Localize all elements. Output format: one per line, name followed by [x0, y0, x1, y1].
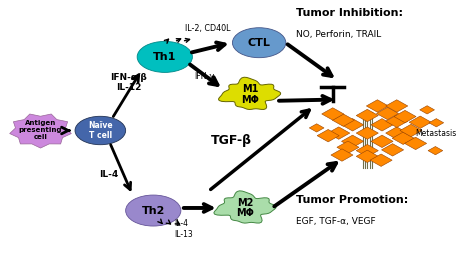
Text: NO, Perforin, TRAIL: NO, Perforin, TRAIL: [296, 30, 381, 39]
Text: M1
MΦ: M1 MΦ: [241, 84, 259, 105]
Polygon shape: [309, 124, 324, 132]
Text: Antigen
presenting
cell: Antigen presenting cell: [19, 121, 62, 140]
Polygon shape: [356, 127, 378, 139]
Text: CTL: CTL: [248, 38, 271, 48]
Polygon shape: [428, 146, 443, 155]
Polygon shape: [381, 144, 403, 156]
Polygon shape: [420, 106, 434, 114]
Text: Metastasis: Metastasis: [416, 129, 457, 138]
Polygon shape: [337, 141, 359, 153]
Text: Th1: Th1: [153, 52, 176, 62]
Text: IL-2, CD40L: IL-2, CD40L: [184, 24, 230, 33]
Polygon shape: [332, 114, 354, 126]
Polygon shape: [386, 127, 408, 139]
Polygon shape: [386, 115, 408, 127]
Text: TGF-β: TGF-β: [211, 134, 252, 147]
Polygon shape: [400, 124, 422, 137]
Text: IFN-α/β
IL-12: IFN-α/β IL-12: [110, 73, 147, 92]
Polygon shape: [394, 110, 416, 123]
Polygon shape: [386, 100, 408, 112]
Text: Tumor Inhibition:: Tumor Inhibition:: [296, 8, 403, 18]
Polygon shape: [404, 137, 427, 150]
Text: IL-4: IL-4: [99, 170, 118, 179]
Polygon shape: [219, 77, 281, 110]
Polygon shape: [342, 118, 364, 131]
Polygon shape: [429, 118, 444, 127]
Polygon shape: [392, 132, 414, 144]
Text: EGF, TGF-α, VEGF: EGF, TGF-α, VEGF: [296, 217, 375, 226]
Text: IFN-γ: IFN-γ: [194, 72, 214, 81]
Polygon shape: [317, 129, 339, 142]
Polygon shape: [214, 191, 276, 223]
Polygon shape: [371, 135, 393, 147]
Polygon shape: [328, 127, 350, 139]
Polygon shape: [370, 154, 392, 167]
Polygon shape: [331, 149, 353, 161]
Polygon shape: [322, 108, 344, 120]
Polygon shape: [342, 135, 364, 147]
Polygon shape: [371, 118, 393, 131]
Polygon shape: [10, 114, 71, 148]
Text: IL-4
IL-13: IL-4 IL-13: [174, 220, 193, 239]
Polygon shape: [376, 107, 399, 120]
Circle shape: [233, 28, 286, 58]
Text: Naïve
T cell: Naïve T cell: [88, 121, 113, 140]
Polygon shape: [409, 116, 431, 128]
Circle shape: [125, 195, 181, 226]
Circle shape: [137, 41, 192, 72]
Text: M2
MΦ: M2 MΦ: [236, 198, 254, 218]
Circle shape: [75, 116, 125, 145]
Polygon shape: [356, 150, 378, 163]
Polygon shape: [356, 144, 378, 157]
Text: Tumor Promotion:: Tumor Promotion:: [296, 195, 408, 205]
Polygon shape: [366, 100, 388, 112]
Polygon shape: [356, 109, 378, 122]
Text: Th2: Th2: [142, 206, 165, 216]
